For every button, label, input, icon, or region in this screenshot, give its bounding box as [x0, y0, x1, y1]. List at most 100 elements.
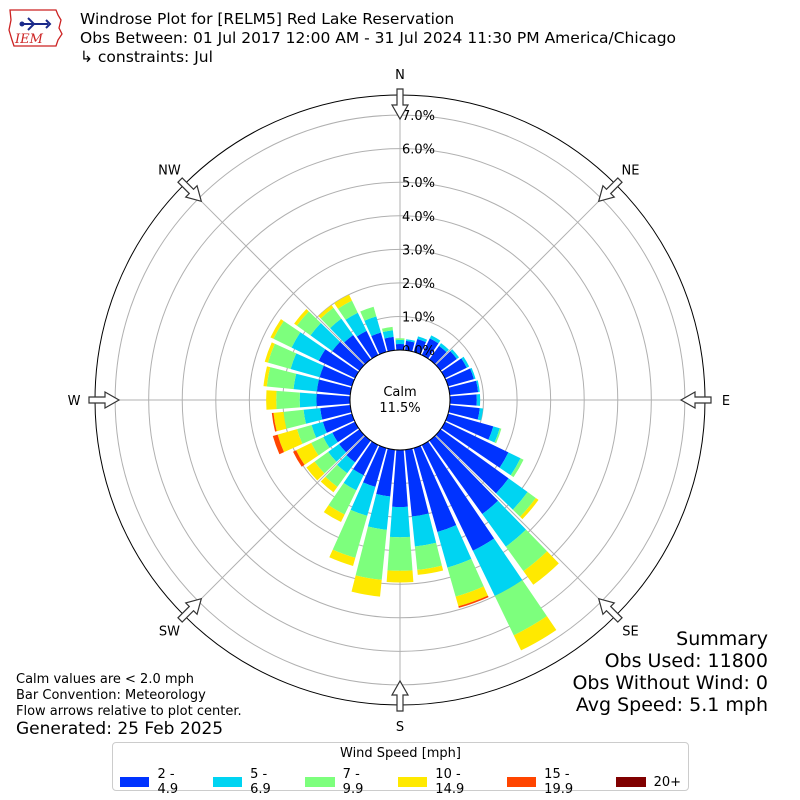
grid-spoke — [183, 183, 365, 365]
legend-items: 2 - 4.9 5 - 6.9 7 - 9.9 10 - 14.9 15 - 19.9 2… — [113, 767, 688, 797]
flow-arrow-icon — [177, 597, 203, 623]
flow-arrow-icon — [88, 390, 121, 410]
wind-bar-segment — [405, 448, 429, 517]
wind-bar-segment — [449, 394, 477, 406]
wind-bar-segment — [495, 478, 528, 510]
wind-bar-segment — [277, 429, 303, 453]
radial-tick-label: 1.0% — [402, 310, 435, 325]
legend-item: 15 - 19.9 — [506, 767, 602, 797]
wind-bar-segment — [320, 405, 352, 420]
legend-swatch — [120, 777, 150, 787]
iem-logo: IEM — [8, 9, 63, 47]
constraints: ↳ constraints: Jul — [80, 48, 213, 66]
wind-bar-segment — [297, 425, 317, 444]
wind-bar-segment — [494, 428, 502, 444]
direction-label: NW — [158, 163, 181, 178]
wind-bar-segment — [510, 458, 524, 478]
calm-note: Calm values are < 2.0 mph — [16, 672, 195, 687]
wind-bar-segment — [266, 390, 277, 410]
direction-label: S — [396, 720, 404, 735]
obs-period: Obs Between: 01 Jul 2017 12:00 AM - 31 J… — [80, 29, 677, 47]
wind-bar-segment — [421, 338, 439, 359]
wind-bar-segment — [271, 412, 277, 432]
wind-bar-segment — [488, 426, 500, 443]
wind-bar-segment — [445, 413, 494, 440]
title-block: Windrose Plot for [RELM5] Red Lake Reser… — [80, 10, 676, 67]
wind-bar-segment — [355, 526, 387, 580]
logo-text: IEM — [14, 32, 44, 47]
wind-bar-segment — [330, 318, 354, 343]
wind-bar-segment — [319, 365, 355, 387]
wind-bar-segment — [411, 513, 437, 547]
wind-bar-segment — [450, 349, 460, 359]
wind-bar-segment — [523, 551, 559, 585]
legend-label: 5 - 6.9 — [250, 767, 271, 797]
flow-arrow-icon — [390, 88, 410, 121]
wind-bar-segment — [320, 476, 338, 493]
chart-title: Windrose Plot for [RELM5] Red Lake Reser… — [80, 10, 455, 28]
wind-bar-segment — [367, 494, 391, 530]
legend-swatch — [615, 777, 646, 787]
wind-bar-segment — [337, 455, 356, 474]
legend-item: 5 - 6.9 — [212, 767, 292, 797]
legend-item: 2 - 4.9 — [120, 767, 199, 797]
wind-bar-segment — [505, 529, 548, 572]
grid-spoke — [435, 435, 617, 617]
radial-tick-label: 6.0% — [402, 143, 435, 158]
wind-bar-segment — [306, 461, 325, 481]
wind-bar-segment — [494, 580, 547, 636]
wind-bar-segment — [472, 538, 523, 597]
wind-bar-segment — [413, 445, 457, 533]
wind-bar-segment — [273, 411, 287, 432]
legend-title: Wind Speed [mph] — [340, 746, 461, 761]
wind-bar-segment — [445, 368, 474, 387]
wind-bar-segment — [513, 616, 557, 651]
wind-bar-segment — [311, 437, 330, 456]
wind-bar-segment — [406, 339, 415, 343]
wind-bar-segment — [435, 351, 457, 371]
wind-bars — [263, 294, 559, 651]
flow-arrows — [88, 88, 712, 712]
wind-bar-segment — [512, 492, 536, 517]
flow-arrow-shape — [679, 390, 712, 410]
flow-arrows-note: Flow arrows relative to plot center. — [16, 704, 242, 719]
wind-bar-segment — [273, 320, 301, 348]
wind-bar-segment — [351, 575, 382, 597]
bar-convention-note: Bar Convention: Meteorology — [16, 688, 206, 703]
wind-bar-segment — [405, 340, 415, 352]
wind-bar-segment — [343, 469, 364, 491]
wind-bar-segment — [325, 464, 348, 487]
wind-bar-segment — [293, 373, 320, 392]
wind-bar-segment — [429, 435, 499, 515]
wind-bar-segment — [293, 450, 305, 467]
wind-bar-segment — [392, 449, 408, 508]
wind-bar-segment — [337, 300, 358, 320]
wind-bar-segment — [371, 332, 387, 355]
wind-bar-segment — [429, 345, 447, 365]
wind-bar-segment — [477, 408, 484, 421]
wind-bar-segment — [458, 595, 489, 608]
radial-tick-label: 7.0% — [402, 109, 435, 124]
summary-block: Summary Obs Used: 11800 Obs Without Wind… — [572, 628, 768, 716]
wind-bar-segment — [441, 421, 509, 468]
wind-bar-segment — [417, 336, 428, 343]
flow-arrow-icon — [679, 390, 712, 410]
wind-bar-segment — [294, 309, 309, 326]
wind-bar-segment — [334, 294, 352, 309]
wind-bar-segment — [332, 341, 365, 371]
wind-bar-segment — [435, 429, 509, 494]
wind-bar-segment — [520, 497, 539, 520]
wind-bar-segment — [296, 442, 319, 465]
wind-bar-segment — [318, 349, 359, 379]
legend-label: 15 - 19.9 — [544, 767, 574, 797]
wind-bar-segment — [441, 358, 467, 379]
generated-date: Generated: 25 Feb 2025 — [16, 719, 224, 739]
wind-bar-segment — [263, 366, 271, 387]
flow-arrow-shape — [177, 177, 203, 203]
flow-arrow-icon — [597, 177, 623, 203]
wind-bar-segment — [381, 326, 393, 333]
wind-bar-segment — [322, 413, 355, 433]
direction-label: W — [68, 394, 81, 409]
radial-tick-label: 4.0% — [402, 210, 435, 225]
